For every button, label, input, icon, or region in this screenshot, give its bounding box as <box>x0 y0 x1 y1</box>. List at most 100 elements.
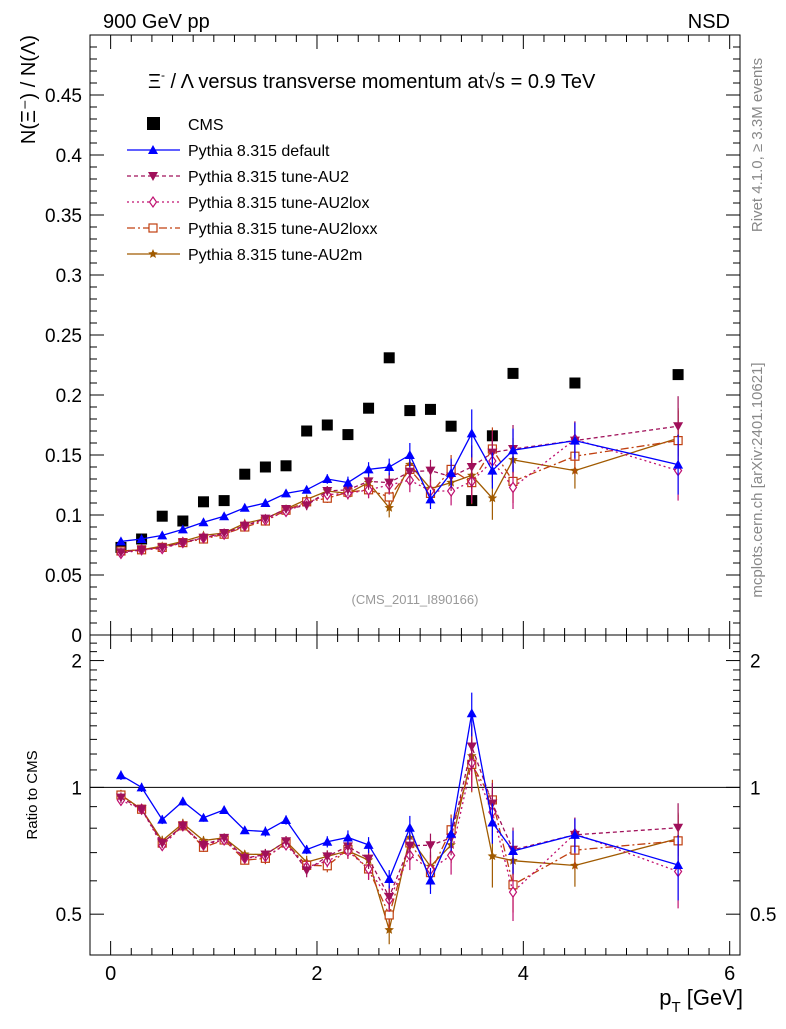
y-tick-label: 0 <box>71 626 82 647</box>
series-point-ratio <box>487 851 498 861</box>
series-point-ratio <box>301 844 312 854</box>
series-point-ratio <box>508 886 518 899</box>
cms-point <box>507 367 519 379</box>
y-tick-label: 0.05 <box>45 566 82 587</box>
y-tick-label: 0.15 <box>45 446 82 467</box>
cms-point <box>218 495 230 507</box>
series-point-main <box>425 494 436 504</box>
ratio-tick-label: 1 <box>71 778 82 799</box>
series-point-ratio <box>466 742 477 752</box>
cms-point <box>424 403 436 415</box>
series-point-main <box>466 428 477 438</box>
y-tick-label: 0.25 <box>45 326 82 347</box>
cms-point <box>259 461 271 473</box>
header-right: NSD <box>688 11 730 33</box>
series-point-main <box>363 477 374 487</box>
series-point-main <box>508 481 518 494</box>
legend-marker <box>148 223 158 233</box>
y-tick-label: 0.2 <box>56 386 82 407</box>
series-point-ratio <box>260 850 271 860</box>
ratio-frame <box>89 634 741 956</box>
ratio-tick-label-right: 0.5 <box>750 905 776 926</box>
series-point-main <box>342 485 353 495</box>
series-point-main <box>219 529 230 538</box>
series-point-ratio <box>384 873 395 883</box>
series-point-main <box>281 505 292 514</box>
cms-point <box>301 425 313 437</box>
cms-point <box>672 369 684 381</box>
series-line-main <box>120 439 679 552</box>
x-tick-label: 0 <box>105 963 116 985</box>
title-xi: Ξ <box>148 71 161 93</box>
series-point-main <box>115 536 126 546</box>
legend-label: Pythia 8.315 default <box>188 143 330 160</box>
rivet-label: Rivet 4.1.0, ≥ 3.3M events <box>749 58 766 232</box>
series-point-main <box>673 422 684 432</box>
series-point-ratio <box>673 823 684 833</box>
series-point-main <box>157 543 168 553</box>
series-point-ratio <box>198 841 209 851</box>
chart-title: Ξ- / Λ versus transverse momentum at√s =… <box>148 68 596 93</box>
series-point-main <box>487 493 498 503</box>
series-point-main <box>260 514 271 524</box>
series-point-main <box>219 511 230 521</box>
series-point-ratio <box>466 708 477 718</box>
cms-point <box>239 468 251 480</box>
x-label-p: p <box>659 985 671 1010</box>
series-line-main <box>120 432 679 543</box>
ratio-tick-label: 2 <box>71 652 82 673</box>
legend-label-cms: CMS <box>188 117 224 134</box>
series-point-ratio <box>281 837 292 847</box>
y-tick-label: 0.1 <box>56 506 82 527</box>
series-point-ratio <box>198 812 209 822</box>
series-point-ratio <box>384 910 394 920</box>
series-point-main <box>157 530 168 540</box>
series-point-ratio <box>115 770 126 780</box>
series-point-ratio <box>260 826 271 836</box>
series-point-ratio <box>239 854 250 864</box>
series-point-main <box>487 465 498 475</box>
cms-point <box>280 460 292 472</box>
title-middle: / Λ versus transverse momentum at <box>165 71 484 93</box>
cms-point <box>445 420 457 432</box>
series-point-ratio <box>363 854 374 864</box>
series-point-main <box>384 462 395 471</box>
cms-point <box>197 496 209 508</box>
series-point-ratio <box>177 821 188 831</box>
y-tick-label: 0.35 <box>45 206 82 227</box>
series-point-ratio <box>363 839 374 849</box>
series-point-main <box>569 435 580 445</box>
series-point-ratio <box>136 805 147 815</box>
series-point-ratio <box>487 817 498 827</box>
series-point-main <box>322 474 333 483</box>
x-tick-label: 6 <box>724 963 735 985</box>
series-point-ratio <box>569 829 580 839</box>
series-point-ratio <box>342 842 353 852</box>
series-line-main <box>120 437 679 552</box>
series-point-ratio <box>404 822 415 832</box>
series-point-ratio <box>157 814 168 824</box>
series-point-main <box>466 463 477 472</box>
series-point-ratio <box>219 804 230 814</box>
ratio-y-axis-label: Ratio to CMS <box>24 750 41 839</box>
series-point-ratio <box>136 782 147 792</box>
data-layer <box>115 352 684 945</box>
legend-series: Pythia 8.315 default Pythia 8.315 tune-AU… <box>127 143 377 264</box>
series-point-main <box>404 467 415 477</box>
series-point-main <box>384 502 394 512</box>
cms-point <box>342 429 354 441</box>
series-point-main <box>342 477 353 487</box>
series-point-main <box>239 521 250 531</box>
x-label-unit: [GeV] <box>681 985 743 1010</box>
series-point-main <box>673 459 684 469</box>
cms-point <box>156 510 168 522</box>
title-s: s <box>495 71 505 93</box>
y-axis-label: N(Ξ⁻) / N(Λ) <box>18 35 40 144</box>
series-line-main <box>120 438 679 555</box>
series-point-main <box>301 484 312 494</box>
series-point-ratio <box>301 866 312 876</box>
series-point-ratio <box>219 833 230 843</box>
y-tick-label: 0.4 <box>56 146 83 167</box>
cms-point <box>404 405 416 417</box>
series-point-ratio <box>425 875 436 885</box>
